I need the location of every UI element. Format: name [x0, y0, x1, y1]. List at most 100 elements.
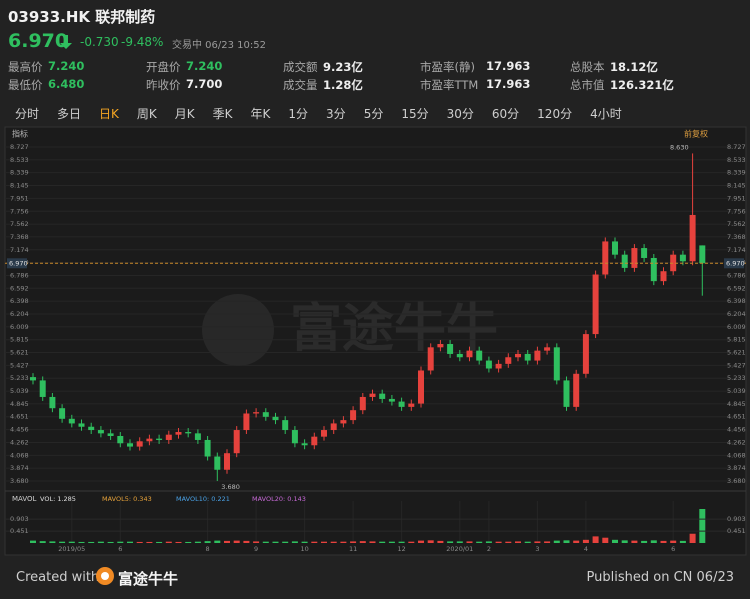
candle-body	[388, 398, 395, 402]
y-tick-label: 8.727	[10, 143, 29, 151]
volume-bar	[88, 541, 95, 543]
y-tick-label: 7.756	[727, 207, 746, 215]
candle-body	[204, 439, 211, 457]
candle-body	[185, 432, 192, 434]
candle-body	[272, 416, 279, 421]
period-tab[interactable]: 15分	[401, 107, 429, 121]
price-tag-label: 6.970	[9, 259, 28, 267]
stat-value: 1.28亿	[323, 78, 363, 92]
y-tick-label: 8.145	[727, 182, 746, 190]
volume-bar	[59, 541, 66, 543]
volume-bar	[447, 541, 454, 543]
volume-bar	[650, 540, 657, 543]
volume-bar	[30, 540, 36, 543]
vol-tick-label: 0.451	[10, 527, 29, 535]
y-tick-label: 3.874	[727, 464, 746, 472]
candle-body	[650, 257, 657, 282]
y-tick-label: 7.368	[10, 233, 29, 241]
volume-bar	[291, 541, 298, 543]
period-tab[interactable]: 日K	[99, 107, 119, 121]
period-tab[interactable]: 5分	[363, 107, 384, 121]
volume-bar	[621, 540, 628, 543]
volume-bar	[175, 541, 182, 543]
candle-body	[175, 432, 182, 435]
candle-body	[97, 430, 104, 434]
period-tab[interactable]: 120分	[537, 107, 573, 121]
volume-bar	[330, 541, 337, 543]
footer-created: Created with	[16, 570, 100, 585]
period-tabs: 分时 多日 日K 周K 月K 季K 年K 1分 3分 5分 15分 30分 60分 120分 4小时	[6, 105, 631, 123]
volume-bar	[49, 541, 56, 543]
candle-body	[689, 214, 696, 262]
period-tab[interactable]: 月K	[174, 107, 195, 121]
volume-bar	[573, 540, 580, 543]
candle-body	[631, 248, 638, 268]
stat-value: 6.480	[48, 77, 85, 91]
candle-body	[515, 353, 521, 358]
volume-bar	[262, 541, 269, 543]
period-tab[interactable]: 60分	[491, 107, 520, 121]
y-tick-label: 4.262	[727, 438, 746, 446]
y-tick-label: 7.562	[727, 220, 746, 228]
price-tag	[7, 258, 27, 269]
y-tick-label: 6.204	[727, 310, 746, 318]
y-tick-label: 3.874	[10, 464, 29, 472]
period-tab[interactable]: 4小时	[590, 107, 622, 121]
candle-body	[379, 393, 386, 399]
y-tick-label: 6.786	[727, 271, 746, 279]
vol-legend: MAVOL5: 0.343	[102, 495, 152, 503]
footer-brand: 富途牛牛	[118, 570, 179, 588]
period-tab[interactable]: 30分	[446, 107, 474, 121]
x-tick-label: 6	[118, 545, 122, 553]
x-tick-label: 9	[254, 545, 258, 553]
x-tick-label: 6	[671, 545, 675, 553]
volume-bar	[641, 540, 648, 543]
period-tab[interactable]: 3分	[326, 107, 346, 121]
footer-published: Published on CN 06/23	[586, 570, 734, 585]
min-annotation: 3.680	[221, 483, 240, 491]
candle-body	[107, 433, 114, 436]
candle-body	[243, 413, 250, 431]
candle-body	[612, 241, 618, 255]
candle-body	[437, 344, 444, 348]
x-tick-label: 12	[397, 545, 405, 553]
candle-body	[49, 396, 56, 409]
watermark: 富途牛牛	[290, 299, 498, 359]
x-tick-label: 2020/01	[446, 545, 473, 553]
period-tab[interactable]: 1分	[288, 107, 309, 121]
y-tick-label: 7.174	[10, 246, 29, 254]
down-arrow	[60, 35, 72, 49]
y-tick-label: 7.951	[10, 194, 29, 202]
period-tab[interactable]: 多日	[57, 107, 82, 121]
volume-bar	[398, 541, 405, 543]
candle-body	[456, 353, 463, 358]
stat-label: 成交额	[283, 60, 318, 74]
y-tick-label: 6.398	[10, 297, 29, 305]
volume-bar	[427, 540, 434, 543]
volume-bar	[165, 541, 172, 543]
candle-body	[369, 393, 376, 397]
x-tick-label: 2	[487, 545, 491, 553]
y-tick-label: 6.592	[727, 284, 746, 292]
y-tick-label: 8.339	[10, 169, 29, 177]
period-tab[interactable]: 分时	[15, 107, 40, 121]
x-tick-label: 10	[300, 545, 308, 553]
stat-label: 总股本	[570, 60, 605, 74]
volume-bar	[321, 541, 327, 543]
volume-bar	[369, 541, 376, 543]
stat-value: 17.963	[486, 77, 531, 91]
candle-body	[476, 350, 483, 361]
volume-bar	[524, 541, 531, 543]
candle-body	[136, 441, 143, 447]
y-tick-label: 4.456	[727, 426, 746, 434]
y-tick-label: 5.039	[10, 387, 29, 395]
period-tab[interactable]: 季K	[212, 107, 233, 121]
period-tab[interactable]: 年K	[250, 107, 271, 121]
price-change-pct: -9.48%	[121, 35, 164, 49]
volume-bar	[253, 541, 260, 543]
period-tab[interactable]: 周K	[136, 107, 157, 121]
y-tick-label: 6.204	[10, 310, 29, 318]
candle-body	[563, 380, 570, 407]
